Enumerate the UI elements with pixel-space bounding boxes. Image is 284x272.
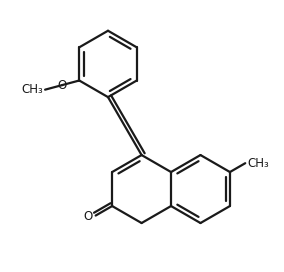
Text: CH₃: CH₃ bbox=[247, 157, 269, 170]
Text: O: O bbox=[83, 211, 92, 223]
Text: CH₃: CH₃ bbox=[21, 83, 43, 96]
Text: O: O bbox=[58, 79, 67, 92]
